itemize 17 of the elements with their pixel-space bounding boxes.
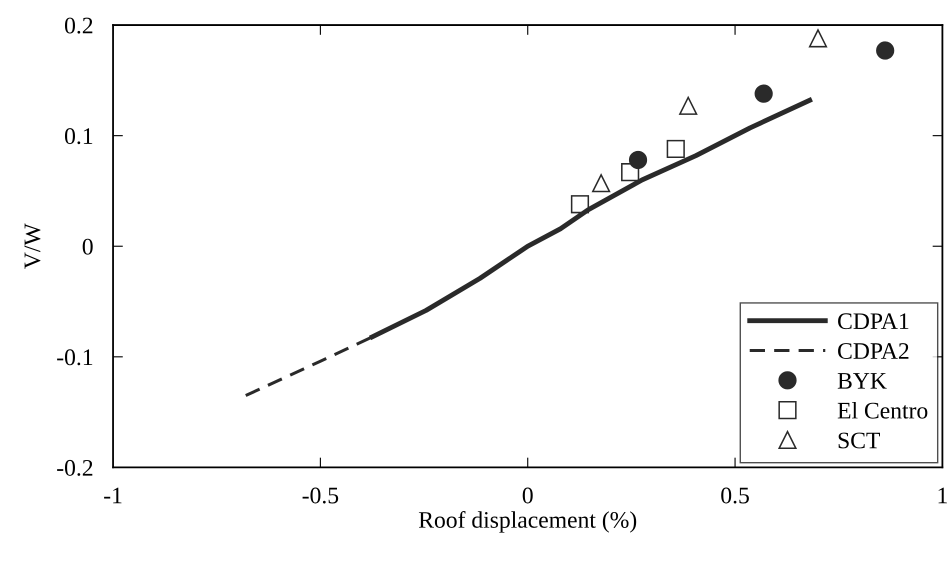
y-tick-label: 0 — [82, 238, 93, 255]
y-tick-label: 0.2 — [64, 18, 92, 34]
legend-label: CDPA1 — [838, 313, 908, 330]
y-tick-label: 0.1 — [64, 128, 92, 144]
x-axis-title: Roof displacement (%) — [418, 511, 636, 533]
legend-label: El Centro — [838, 402, 928, 419]
y-axis-title: V/W — [24, 223, 40, 269]
y-tick-label: -0.2 — [57, 460, 92, 476]
legend-label: CDPA2 — [838, 343, 908, 359]
x-tick-label: -0.5 — [302, 488, 338, 504]
x-tick-label: 0 — [522, 488, 533, 504]
x-tick-label: 1 — [938, 488, 947, 504]
legend-label: BYK — [838, 373, 887, 389]
legend-label: SCT — [838, 432, 880, 448]
x-tick-label: -1 — [104, 488, 122, 504]
y-tick-label: -0.1 — [57, 349, 92, 366]
x-tick-label: 0.5 — [721, 488, 749, 504]
